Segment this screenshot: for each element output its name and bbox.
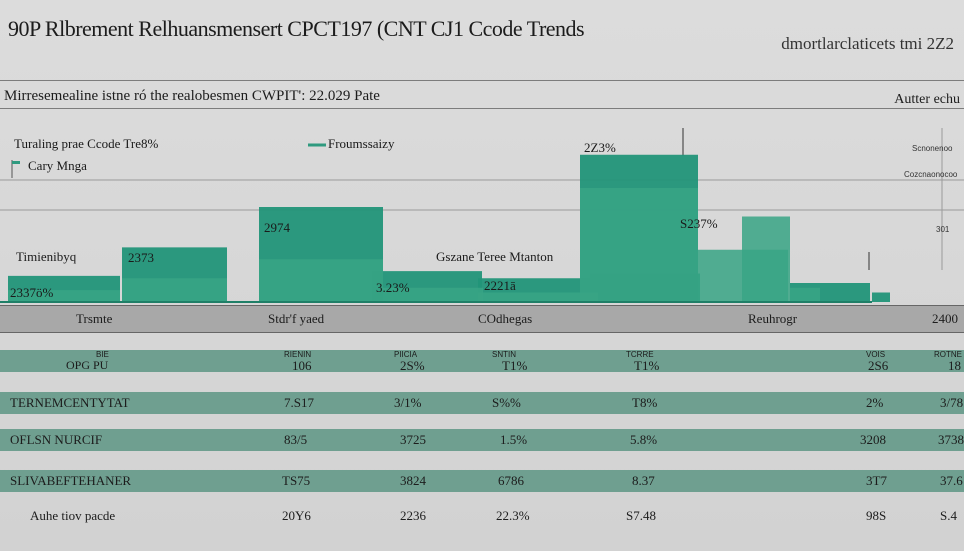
table-cell: 6786 [498,473,524,488]
table-cell: 20Y6 [282,508,311,523]
table-cell: 106 [292,358,312,373]
bar-label: 2337ö% [10,285,54,300]
row-label: Auhe tiov pacde [30,508,116,523]
bar-label: 2Z3% [584,140,616,155]
table-cell: 3/1% [394,395,422,410]
header-right-text: dmortlarclaticets tmi 2Z2 [781,34,954,53]
annotation: Gszane Teree Mtanton [436,249,554,264]
row-label: SLIVABEFTEHANER [10,473,132,488]
annotation: Turaling prae Ccode Tre8% [14,136,158,151]
table-cell: 22.3% [496,508,530,523]
bar [790,287,820,302]
bar [383,287,483,302]
bar-label: 2974 [264,220,291,235]
column-header: Stdr'f yaed [268,311,325,326]
table-cell: TS75 [282,473,311,488]
bar [742,216,790,302]
annotation: Cozcnaonocoo [904,170,958,179]
table-header: Trsmte Stdr'f yaed COdhegas Reuhrogr 240… [0,305,964,333]
chart-right-caption: Autter echu [894,92,960,107]
table-cell: T8% [632,395,658,410]
subheader-cell: PIICIA [394,350,418,359]
table-row: SLIVABEFTEHANER TS75 3824 6786 8.37 3T7 … [0,470,964,492]
table-cell: S7.48 [626,508,656,523]
subheader-cell: OPG PU [66,358,109,372]
table-cell: 3208 [860,432,886,447]
legend-swatch [12,161,20,164]
annotation: Froumssaizy [328,136,395,151]
column-header: Trsmte [76,311,113,326]
bar [259,259,383,302]
table-cell: 83/5 [284,432,308,447]
table-cell: T1% [502,358,528,373]
table-cell: 5.8% [630,432,658,447]
annotation: Cary Mnga [28,158,87,173]
table-cell: 7.S17 [284,395,314,410]
subheader-cell: RIENIN [284,350,312,359]
annotation: Scnonenoo [912,144,953,153]
column-header: Reuhrogr [748,311,798,326]
table-cell: 98S [866,508,887,523]
table-row: OFLSN NURCIF 83/5 3725 1.5% 5.8% 3208 37… [0,429,964,451]
bar-chart: Turaling prae Ccode Tre8% Cary Mnga Frou… [0,128,964,303]
bar-label: 3.23% [376,280,410,295]
title-divider [0,80,964,81]
table-cell: 1.5% [500,432,528,447]
row-label: OFLSN NURCIF [10,432,103,447]
table-row: Auhe tiov pacde 20Y6 2236 22.3% S7.48 98… [0,505,964,527]
table-cell: 2S% [400,358,425,373]
table-cell: S.4 [940,508,957,523]
table-cell: 2% [866,395,884,410]
bar [478,292,598,302]
table-row: TERNEMCENTYTAT 7.S17 3/1% S%% T8% 2% 3/7… [0,392,964,414]
bar [872,292,890,302]
subheader-cell: VOIS [866,350,886,359]
column-header: COdhegas [478,311,533,326]
table-cell: 18 [948,358,961,373]
table-cell: 37.6 [940,473,963,488]
page-title: 90P Rlbrement Relhuansmensert CPCT197 (C… [8,16,585,41]
column-header: 2400 [932,311,958,326]
table-cell: 3738 [938,432,964,447]
bar-label: 2221ā [484,278,516,293]
bar [122,278,227,302]
subheader-cell: TCRRE [626,350,654,359]
table-cell: 3824 [400,473,426,488]
table-cell: 3T7 [866,473,887,488]
table-cell: T1% [634,358,660,373]
chart-title: Mirresemealine istne ró the realobesmen … [4,88,380,104]
table-cell: 3725 [400,432,426,447]
bar-label: 2373 [128,250,154,265]
bar-label: S237% [680,216,718,231]
series-front [8,188,820,302]
subheader-cell: SNTIN [492,350,516,359]
table-cell: 3/78 [940,395,964,410]
annotation: 301 [936,225,950,234]
table-cell: 8.37 [632,473,655,488]
chart-top-divider [0,108,964,109]
row-label: TERNEMCENTYTAT [10,395,130,410]
bar [8,290,120,302]
table-cell: 2236 [400,508,426,523]
bar [580,188,698,302]
table-subheader-row: BIE OPG PU RIENIN PIICIA SNTIN TCRRE VOI… [0,350,964,373]
annotation: Timienibyq [16,249,77,264]
subheader-cell: ROTNE [934,350,962,359]
subheader-cell: BIE [96,350,109,359]
table-cell: S%% [492,395,521,410]
table-cell: 2S6 [868,358,889,373]
